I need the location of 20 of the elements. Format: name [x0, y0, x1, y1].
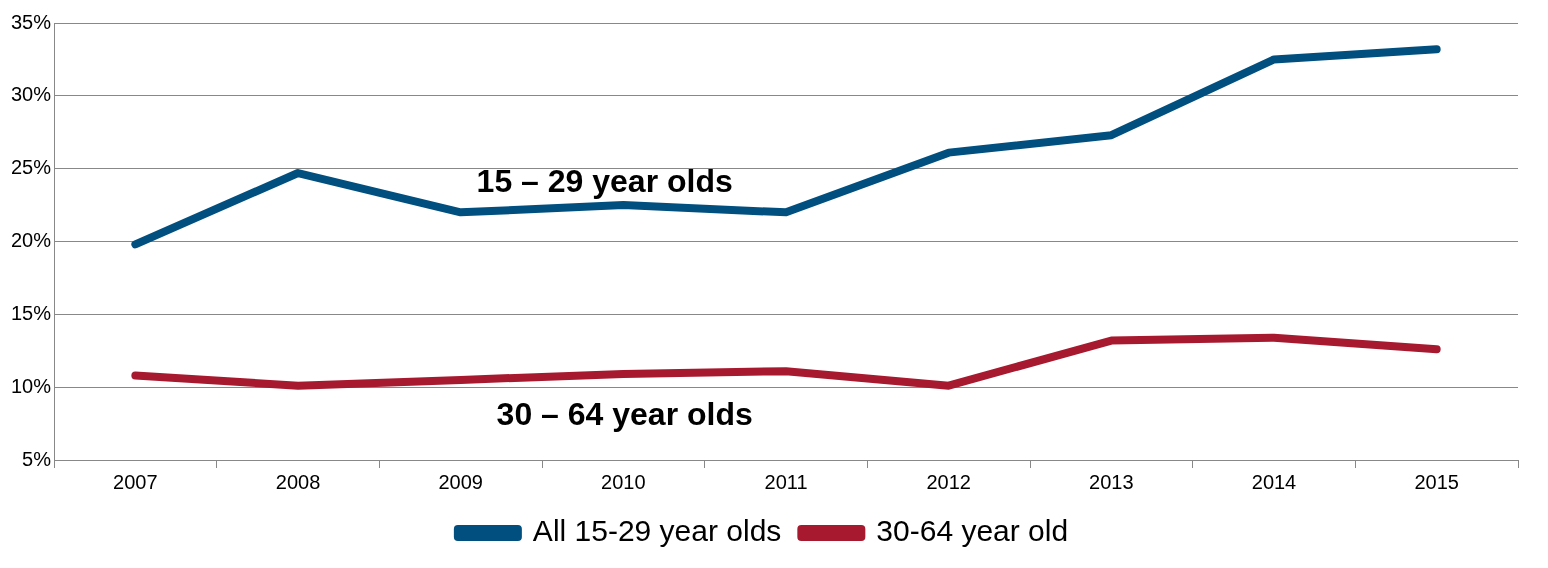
y-tick-label: 20%: [11, 229, 52, 252]
legend-label: 30-64 year old: [876, 514, 1069, 548]
y-tick-label: 15%: [11, 301, 52, 324]
x-tick-label: 2007: [113, 470, 158, 493]
y-tick-label: 25%: [11, 156, 52, 179]
x-tick-label: 2014: [1251, 470, 1297, 493]
x-tick-label: 2012: [926, 470, 971, 493]
x-tick-label: 2011: [764, 470, 808, 493]
x-tick-label: 2010: [601, 470, 646, 493]
x-tick-label: 2009: [438, 470, 483, 493]
annotation: 30 – 64 year olds: [496, 396, 753, 433]
annotation: 15 – 29 year olds: [476, 163, 733, 200]
x-tick-label: 2013: [1089, 470, 1134, 493]
y-tick-label: 30%: [11, 83, 52, 106]
x-tick-label: 2008: [275, 470, 321, 493]
y-tick-label: 35%: [11, 10, 52, 33]
x-tick-label: 2015: [1414, 470, 1459, 493]
legend-label: All 15-29 year olds: [532, 514, 782, 548]
y-tick-label: 5%: [22, 447, 52, 470]
y-tick-label: 10%: [11, 374, 52, 397]
